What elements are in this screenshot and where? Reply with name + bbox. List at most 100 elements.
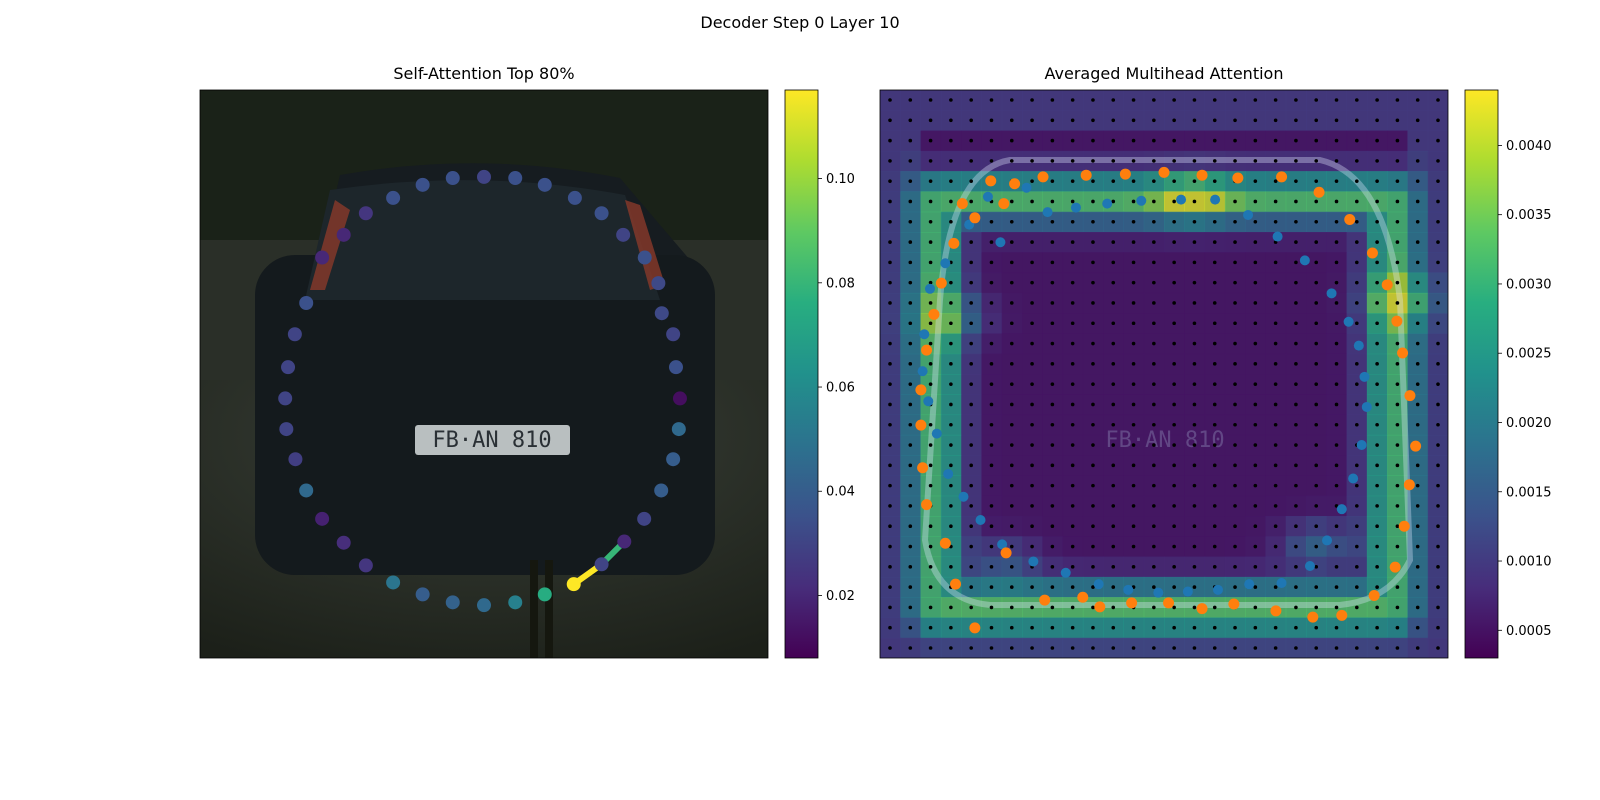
grid-dot xyxy=(1233,159,1237,163)
grid-dot xyxy=(1395,483,1400,488)
grid-dot xyxy=(1233,504,1237,508)
grid-dot xyxy=(1030,625,1034,630)
grid-dot xyxy=(1212,565,1217,569)
left-axes-frame xyxy=(199,89,769,659)
grid-dot xyxy=(1314,524,1319,529)
grid-dot xyxy=(1152,179,1156,183)
grid-dot xyxy=(1415,625,1420,630)
grid-dot xyxy=(1273,382,1278,386)
grid-dot xyxy=(1395,544,1400,549)
grid-dot xyxy=(1395,219,1400,224)
grid-dot xyxy=(1050,544,1055,549)
grid-dot xyxy=(969,179,973,183)
grid-dot xyxy=(1050,585,1055,589)
grid-dot xyxy=(1030,179,1034,183)
grid-dot xyxy=(928,118,933,123)
orange-point xyxy=(1276,171,1288,183)
grid-dot xyxy=(1152,219,1156,224)
grid-dot xyxy=(1273,422,1278,427)
grid-dot xyxy=(1253,443,1258,447)
grid-dot xyxy=(1070,504,1075,508)
grid-dot xyxy=(1314,98,1319,102)
grid-dot xyxy=(1070,422,1075,427)
orange-point xyxy=(1228,598,1240,610)
colorbar-tick-label: 0.04 xyxy=(826,485,855,500)
grid-dot xyxy=(949,301,953,305)
grid-dot xyxy=(1355,219,1359,224)
grid-dot xyxy=(1091,463,1095,468)
grid-dot xyxy=(969,118,973,123)
grid-dot xyxy=(1334,362,1339,366)
grid-dot xyxy=(1314,159,1319,163)
grid-dot xyxy=(1294,98,1298,102)
grid-dot xyxy=(1131,280,1136,285)
grid-dot xyxy=(1375,362,1379,366)
grid-dot xyxy=(969,98,973,102)
grid-dot xyxy=(928,544,933,549)
grid-dot xyxy=(1436,504,1440,508)
attention-point xyxy=(637,250,652,265)
grid-dot xyxy=(989,605,994,610)
grid-dot xyxy=(1111,260,1116,265)
grid-dot xyxy=(1050,646,1055,650)
grid-dot xyxy=(1172,585,1176,589)
grid-dot xyxy=(1009,646,1014,650)
grid-dot xyxy=(949,625,953,630)
grid-dot xyxy=(1314,341,1319,346)
grid-dot xyxy=(989,260,994,265)
grid-dot xyxy=(1091,382,1095,386)
grid-dot xyxy=(1294,362,1298,366)
grid-dot xyxy=(908,402,913,407)
grid-dot xyxy=(1111,443,1116,447)
grid-dot xyxy=(1212,524,1217,529)
grid-dot xyxy=(908,524,913,529)
grid-dot xyxy=(1334,524,1339,529)
grid-dot xyxy=(1395,301,1400,305)
orange-point xyxy=(928,308,940,320)
grid-dot xyxy=(1375,260,1379,265)
grid-dot xyxy=(989,138,994,143)
grid-dot xyxy=(1152,585,1156,589)
grid-dot xyxy=(1355,138,1359,143)
grid-dot xyxy=(1030,382,1034,386)
grid-dot xyxy=(1030,443,1034,447)
grid-dot xyxy=(1355,321,1359,326)
grid-dot xyxy=(1131,159,1136,163)
grid-dot xyxy=(949,179,953,183)
grid-dot xyxy=(1152,605,1156,610)
grid-dot xyxy=(1314,321,1319,326)
orange-point xyxy=(1344,214,1356,226)
grid-dot xyxy=(1253,240,1258,244)
grid-dot xyxy=(1294,321,1298,326)
grid-dot xyxy=(1375,118,1379,123)
orange-point xyxy=(1397,347,1409,359)
grid-dot xyxy=(1091,646,1095,650)
grid-dot xyxy=(1111,402,1116,407)
grid-dot xyxy=(969,402,973,407)
grid-dot xyxy=(888,605,892,610)
grid-dot xyxy=(1172,504,1176,508)
grid-dot xyxy=(1152,504,1156,508)
orange-point xyxy=(1126,597,1138,609)
grid-dot xyxy=(1355,504,1359,508)
grid-dot xyxy=(1273,625,1278,630)
grid-dot xyxy=(969,443,973,447)
grid-dot xyxy=(969,504,973,508)
blue-point xyxy=(982,191,993,202)
grid-dot xyxy=(1233,544,1237,549)
grid-dot xyxy=(1091,504,1095,508)
grid-dot xyxy=(1334,159,1339,163)
blue-point xyxy=(1123,584,1134,595)
grid-dot xyxy=(1436,98,1440,102)
orange-point xyxy=(1307,611,1319,623)
grid-dot xyxy=(1070,402,1075,407)
grid-dot xyxy=(1192,321,1197,326)
grid-dot xyxy=(1212,118,1217,123)
grid-dot xyxy=(1172,138,1176,143)
grid-dot xyxy=(1111,646,1116,650)
colorbar-tick-label: 0.02 xyxy=(826,589,855,604)
blue-point xyxy=(1210,194,1221,205)
colorbar-tick-label: 0.0030 xyxy=(1506,277,1552,292)
grid-dot xyxy=(1314,240,1319,244)
grid-dot xyxy=(1111,341,1116,346)
